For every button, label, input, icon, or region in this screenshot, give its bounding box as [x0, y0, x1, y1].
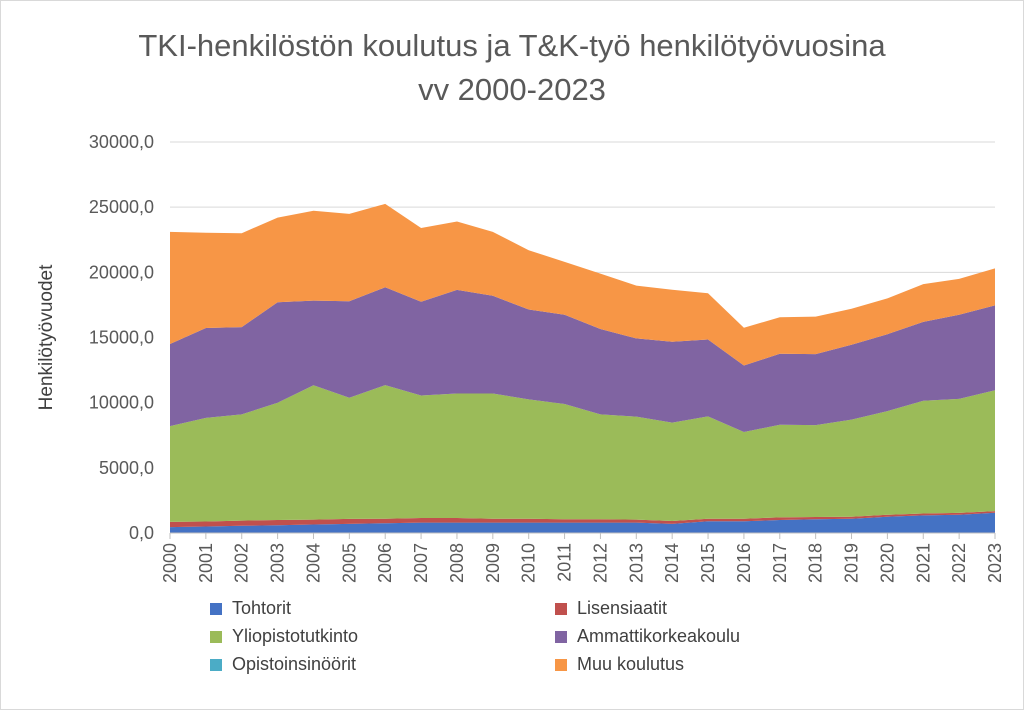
x-tick-label: 2007 [411, 543, 431, 583]
area-muu-koulutus [170, 203, 995, 366]
y-tick-label: 15000,0 [89, 328, 154, 348]
legend-swatch [210, 658, 222, 671]
x-tick-label: 2011 [555, 543, 575, 582]
x-tick-label: 2014 [662, 543, 682, 583]
legend-item: Opistoinsinöörit [210, 654, 356, 675]
x-tick-label: 2020 [877, 543, 897, 583]
legend-label: Muu koulutus [577, 654, 685, 674]
chart-title-line2: vv 2000-2023 [418, 72, 606, 107]
x-tick-label: 2019 [842, 543, 862, 583]
legend-item: Tohtorit [210, 598, 291, 619]
x-tick-label: 2023 [985, 543, 1005, 583]
legend-item: Ammattikorkeakoulu [555, 626, 740, 647]
x-tick-label: 2004 [303, 543, 323, 583]
x-tick-label: 2006 [375, 543, 395, 583]
y-tick-label: 30000,0 [89, 132, 154, 152]
x-tick-label: 2017 [770, 543, 790, 583]
y-tick-label: 0,0 [129, 523, 154, 543]
legend-label: Lisensiaatit [577, 598, 668, 618]
x-tick-label: 2016 [734, 543, 754, 583]
x-tick-label: 2018 [806, 543, 826, 583]
x-tick-label: 2012 [590, 543, 610, 583]
area-ammattikorkeakoulu [170, 287, 995, 432]
chart-title-line1: TKI-henkilöstön koulutus ja T&K-työ henk… [138, 28, 886, 63]
legend-label: Ammattikorkeakoulu [577, 626, 741, 646]
x-tick-label: 2021 [913, 543, 933, 583]
legend-swatch [210, 630, 222, 643]
x-tick-label: 2002 [232, 543, 252, 583]
legend-swatch [555, 602, 567, 615]
x-tick-label: 2003 [268, 543, 288, 583]
y-tick-label: 10000,0 [89, 393, 154, 413]
x-tick-label: 2010 [519, 543, 539, 583]
legend-item: Lisensiaatit [555, 598, 667, 619]
legend-swatch [555, 630, 567, 643]
x-tick-label: 2001 [196, 543, 216, 583]
y-tick-label: 5000,0 [99, 458, 154, 478]
legend-swatch [210, 602, 222, 615]
area-lisensiaatit [170, 511, 995, 528]
x-tick-label: 2015 [698, 543, 718, 583]
area-tohtorit [170, 512, 995, 533]
legend-label: Opistoinsinöörit [232, 654, 357, 674]
legend-swatch [555, 658, 567, 671]
x-tick-label: 2005 [339, 543, 359, 583]
x-tick-label: 2008 [447, 543, 467, 583]
x-tick-label: 2000 [160, 543, 180, 583]
x-tick-label: 2013 [626, 543, 646, 583]
area-yliopistotutkinto [170, 385, 995, 522]
legend-item: Muu koulutus [555, 654, 684, 675]
x-tick-label: 2009 [483, 543, 503, 583]
legend-label: Yliopistotutkinto [232, 626, 359, 646]
legend-item: Yliopistotutkinto [210, 626, 358, 647]
y-axis-label: Henkilötyövuodet [36, 264, 57, 410]
legend-label: Tohtorit [232, 598, 292, 618]
y-tick-label: 25000,0 [89, 197, 154, 217]
x-tick-label: 2022 [949, 543, 969, 583]
y-tick-label: 20000,0 [89, 262, 154, 282]
